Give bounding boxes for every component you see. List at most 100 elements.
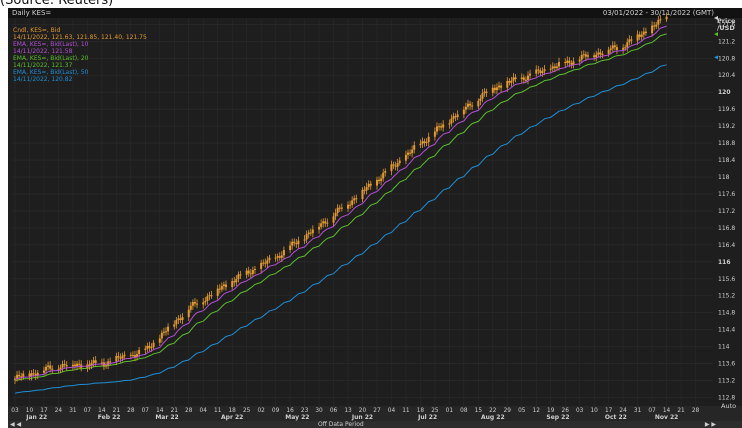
- candle-body: [293, 241, 296, 244]
- y-tick-label: 117.2: [718, 208, 735, 215]
- candle-body: [493, 87, 496, 91]
- candle-body: [94, 360, 97, 363]
- candle-body: [421, 141, 424, 144]
- candle-body: [158, 338, 161, 343]
- candle-body: [448, 123, 451, 125]
- candle-body: [456, 114, 459, 118]
- candle-body: [291, 241, 294, 246]
- candle-body: [233, 281, 236, 283]
- auto-scale-label[interactable]: Auto: [721, 402, 736, 410]
- x-month-label: Feb 22: [98, 414, 121, 421]
- candle-body: [20, 376, 23, 378]
- x-day-tick: 05: [518, 408, 526, 414]
- x-day-tick: 28: [692, 408, 700, 414]
- candle-body: [404, 154, 407, 161]
- x-day-tick: 02: [257, 408, 265, 414]
- y-tick-label: 120.8: [718, 55, 735, 62]
- candle-body: [539, 70, 542, 74]
- candle-body: [469, 103, 472, 106]
- candle-body: [427, 136, 430, 143]
- x-month-label: Sep 22: [546, 414, 569, 421]
- x-month-label: Apr 22: [221, 414, 243, 421]
- candle-body: [572, 61, 575, 65]
- candle-body: [485, 91, 488, 93]
- candle-body: [49, 365, 52, 369]
- candle-body: [380, 178, 383, 181]
- y-axis-title: Price: [717, 17, 736, 25]
- x-day-tick: 19: [547, 408, 555, 414]
- x-day-tick: 18: [228, 408, 236, 414]
- candle-body: [326, 222, 329, 224]
- x-day-tick: 16: [286, 408, 294, 414]
- candle-body: [239, 274, 242, 276]
- candle-body: [655, 24, 658, 27]
- candle-body: [512, 77, 515, 81]
- x-day-tick: 04: [200, 408, 208, 414]
- candle-body: [138, 349, 141, 355]
- x-day-tick: 28: [127, 408, 135, 414]
- legend-candle-title: Cndl, KES=, Bid: [13, 27, 60, 34]
- x-month-label: May 22: [285, 414, 309, 421]
- candle-body: [524, 79, 527, 81]
- candle-body: [30, 373, 33, 377]
- x-day-tick: 28: [185, 408, 193, 414]
- candle-body: [584, 54, 587, 57]
- candle-body: [454, 116, 457, 118]
- candle-body: [601, 53, 604, 55]
- candle-body: [543, 69, 546, 72]
- y-tick-label: 115.6: [718, 276, 735, 283]
- price-chart[interactable]: 121.6 121.2 120.8 120.4 120 119.6 119.2 118.8 11…: [8, 8, 742, 421]
- candle-body: [510, 80, 513, 83]
- x-day-tick: 14: [663, 408, 671, 414]
- candle-body: [289, 245, 292, 251]
- candle-body: [63, 364, 66, 366]
- y-tick-label: 115.2: [718, 293, 735, 300]
- y-tick-label: 118.4: [718, 157, 735, 164]
- x-day-tick: 03: [11, 408, 19, 414]
- candle-body: [61, 364, 64, 368]
- candle-body: [28, 373, 31, 377]
- scroll-left-button[interactable]: ◀ ◀: [10, 421, 22, 428]
- candle-body: [177, 318, 180, 321]
- candle-body: [119, 357, 122, 359]
- y-tick-label: 112.8: [718, 395, 735, 402]
- candle-body: [349, 204, 352, 206]
- candle-body: [187, 309, 190, 318]
- candle-body: [36, 372, 39, 376]
- y-tick-label: 118.8: [718, 140, 735, 147]
- candle-body: [65, 365, 68, 367]
- y-tick-label: 113.2: [718, 378, 735, 385]
- candle-body: [630, 39, 633, 41]
- date-range-label: 03/01/2022 - 30/11/2022 (GMT): [602, 9, 714, 17]
- candle-body: [622, 47, 625, 50]
- candle-body: [423, 141, 426, 143]
- candle-body: [407, 152, 410, 155]
- scroll-right-button[interactable]: ▶ ▶: [704, 421, 716, 428]
- candle-body: [599, 52, 602, 55]
- x-axis: 03 10 17 24 31 07 14 21 28 07 14 21 28 04 11 18 25 02 09 16…: [8, 406, 742, 421]
- candle-body: [347, 204, 350, 209]
- candle-body: [568, 60, 571, 64]
- x-day-tick: 03: [576, 408, 584, 414]
- candle-body: [34, 373, 37, 376]
- source-caption: (Source: Reuters): [0, 0, 114, 8]
- x-day-tick: 29: [504, 408, 512, 414]
- candle-body: [115, 355, 118, 362]
- candle-body: [597, 52, 600, 55]
- candle-body: [440, 126, 443, 128]
- candle-body: [309, 232, 312, 234]
- candle-body: [396, 163, 399, 167]
- candle-body: [340, 207, 343, 209]
- y-tick-label: 116.8: [718, 225, 735, 232]
- candle-body: [363, 189, 366, 191]
- candle-body: [498, 85, 501, 88]
- y-tick-label: 116.4: [718, 242, 735, 249]
- candle-body: [626, 42, 629, 48]
- candle-body: [18, 374, 21, 377]
- chart-legend: Cndl, KES=, Bid 14/11/2022, 121.63, 121.…: [13, 27, 147, 83]
- y-tick-label: 121.2: [718, 38, 735, 45]
- candle-body: [164, 331, 167, 333]
- x-day-tick: 30: [315, 408, 323, 414]
- candle-body: [282, 250, 285, 256]
- candle-body: [204, 300, 207, 303]
